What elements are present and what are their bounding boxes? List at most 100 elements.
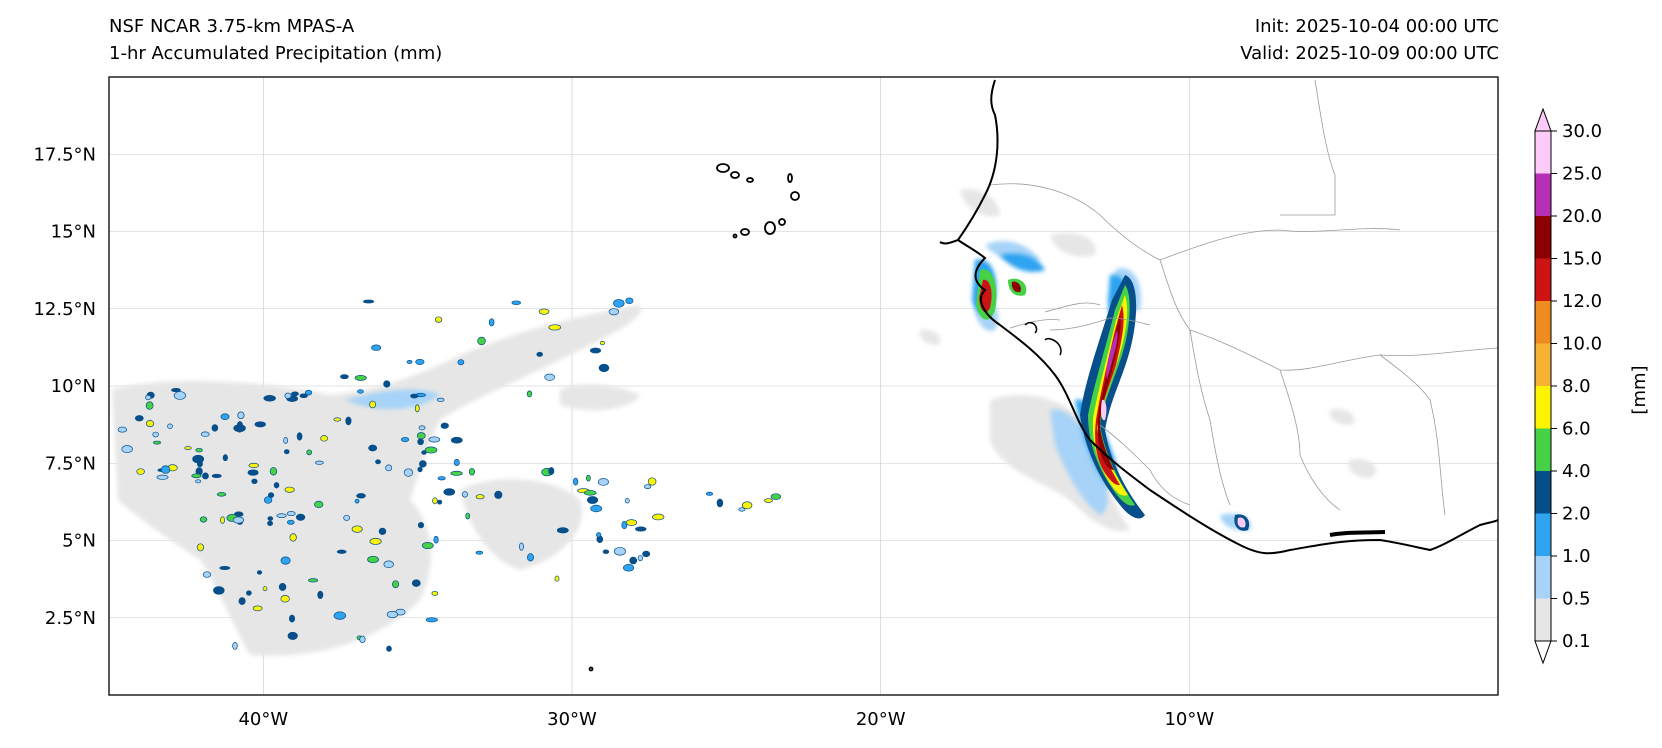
convective-cell <box>145 420 155 428</box>
convective-cell <box>428 436 441 443</box>
lat-tick-label: 10°N <box>51 376 96 397</box>
colorbar-level-label: 12.0 <box>1562 291 1602 312</box>
convective-cell <box>419 460 427 468</box>
convective-cell <box>306 449 313 456</box>
convective-cell <box>276 513 287 519</box>
convective-cell <box>465 512 471 520</box>
convective-cell <box>475 494 485 500</box>
convective-cell <box>336 549 347 554</box>
convective-cell <box>284 392 292 399</box>
convective-cell <box>548 467 555 475</box>
convective-cell <box>220 413 230 420</box>
convective-cell <box>308 578 319 583</box>
convective-cell <box>554 575 560 582</box>
convective-cell <box>596 532 602 538</box>
convective-cell <box>741 501 753 510</box>
convective-cell <box>343 514 351 521</box>
title-left: NSF NCAR 3.75-km MPAS-A 1-hr Accumulated… <box>109 13 442 67</box>
convective-cell <box>583 490 597 496</box>
convective-cell <box>585 474 591 482</box>
valid-time: Valid: 2025-10-09 00:00 UTC <box>1240 43 1499 64</box>
colorbar-level-label: 10.0 <box>1562 334 1602 355</box>
convective-cell <box>536 351 543 357</box>
convective-cell <box>184 446 192 450</box>
convective-cell <box>392 580 400 589</box>
convective-cell <box>289 614 296 623</box>
convective-cell <box>333 417 342 422</box>
map-frame <box>108 76 1499 696</box>
convective-cell <box>386 610 398 619</box>
convective-cell <box>284 486 295 493</box>
convective-cell <box>363 299 375 304</box>
convective-cell <box>538 308 550 315</box>
convective-cell <box>345 416 352 426</box>
convective-cell <box>602 549 610 554</box>
convective-cell <box>437 476 446 481</box>
convective-cell <box>770 493 782 500</box>
convective-cell <box>416 432 426 440</box>
convective-cell <box>286 519 295 525</box>
convective-cell <box>359 635 366 644</box>
convective-cell <box>199 516 208 523</box>
convective-cell <box>406 360 413 364</box>
convective-cell <box>280 594 290 603</box>
lon-tick-label: 20°W <box>856 709 906 730</box>
convective-cell <box>289 533 297 542</box>
colorbar-unit-label: [mm] <box>1629 365 1650 414</box>
convective-cell <box>494 490 503 499</box>
convective-cell <box>304 389 313 396</box>
convective-cell <box>192 454 205 464</box>
convective-cell <box>145 401 154 410</box>
convective-cell <box>252 605 263 612</box>
lat-tick-label: 12.5°N <box>33 299 96 320</box>
convective-cell <box>296 432 303 441</box>
convective-cell <box>526 390 533 398</box>
scattered-convective-cells <box>117 297 782 652</box>
convective-cell <box>200 431 210 437</box>
convective-cell <box>369 400 377 409</box>
convective-cell <box>421 542 434 550</box>
convective-cell <box>642 550 651 558</box>
colorbar-level-label: 15.0 <box>1562 249 1602 270</box>
convective-cell <box>647 477 657 486</box>
convective-cell <box>299 393 308 399</box>
convective-cell <box>283 437 289 444</box>
init-time: Init: 2025-10-04 00:00 UTC <box>1254 16 1499 37</box>
convective-cell <box>287 631 298 640</box>
convective-cell <box>237 411 245 420</box>
cape-verde-islands <box>588 163 800 672</box>
convective-cell <box>238 597 246 605</box>
convective-cell <box>637 555 643 562</box>
convective-cell <box>211 424 219 432</box>
convective-cell <box>152 431 159 438</box>
convective-cell <box>251 478 258 485</box>
convective-cell <box>295 513 306 521</box>
convective-cell <box>417 466 423 473</box>
convective-cell <box>589 347 602 354</box>
convective-cell <box>623 564 635 572</box>
convective-cell <box>195 447 203 453</box>
convective-cell <box>443 488 456 496</box>
convective-cell <box>608 308 620 316</box>
convective-cell <box>410 393 419 399</box>
convective-cell <box>613 547 626 556</box>
convective-cell <box>136 468 145 475</box>
convective-cell <box>625 297 634 304</box>
convective-cell <box>436 397 445 402</box>
convective-cell <box>624 498 630 504</box>
convective-cell <box>254 421 266 428</box>
convective-cell <box>267 520 273 526</box>
convective-cell <box>652 513 665 521</box>
convective-cell <box>477 336 486 346</box>
convective-cell <box>213 586 225 595</box>
convective-cell <box>418 425 426 431</box>
convective-cell <box>153 440 162 445</box>
colorbar-segment <box>1535 343 1551 386</box>
convective-cell <box>320 435 328 442</box>
colorbar-segment <box>1535 513 1551 556</box>
convective-cell <box>434 316 443 323</box>
convective-cell <box>202 571 212 578</box>
convective-cell <box>450 436 463 444</box>
convective-cell <box>314 500 324 509</box>
